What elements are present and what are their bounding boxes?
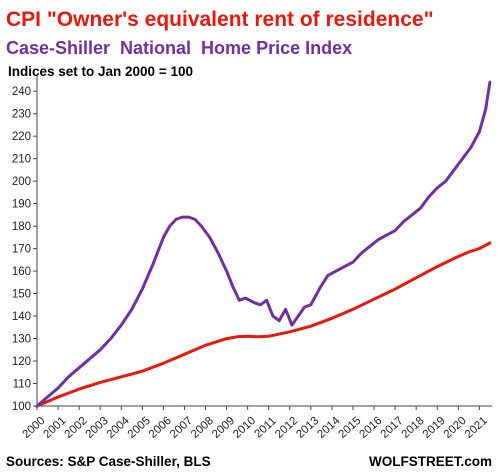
y-tick-label: 220 <box>12 131 31 143</box>
axes <box>36 76 492 407</box>
y-tick-label: 130 <box>12 334 31 346</box>
x-tick-label: 2013 <box>294 415 321 441</box>
y-axis-ticks: 100 110 120 130 140 150 160 170 180 190 200 210 220 2… <box>12 86 37 413</box>
x-axis-ticks: 2000200120022003200420052006200720082009… <box>20 406 490 441</box>
x-tick-label: 2017 <box>379 415 406 441</box>
x-tick-label: 2002 <box>63 415 90 441</box>
y-tick-label: 180 <box>12 221 31 233</box>
chart-subtitle: Case-Shiller National Home Price Index <box>6 38 352 58</box>
x-tick-label: 2018 <box>400 415 427 441</box>
x-tick-label: 2021 <box>463 415 490 441</box>
y-tick-label: 240 <box>12 86 31 98</box>
x-tick-label: 2012 <box>273 415 300 441</box>
y-tick-label: 150 <box>12 289 31 301</box>
x-tick-label: 2005 <box>126 415 153 441</box>
x-tick-label: 2008 <box>189 415 216 441</box>
y-tick-label: 160 <box>12 266 31 278</box>
y-tick-label: 190 <box>12 199 31 211</box>
watermark: WOLFSTREET.com <box>369 454 492 469</box>
y-tick-label: 140 <box>12 311 31 323</box>
x-tick-label: 2014 <box>315 414 342 440</box>
chart-title: CPI "Owner's equivalent rent of residenc… <box>6 8 434 31</box>
x-tick-label: 2016 <box>358 415 385 441</box>
source-note: Sources: S&P Case-Shiller, BLS <box>6 454 211 469</box>
y-tick-label: 230 <box>12 109 31 121</box>
y-tick-label: 120 <box>12 356 31 368</box>
y-tick-label: 200 <box>12 176 31 188</box>
x-tick-label: 2004 <box>105 414 132 440</box>
x-tick-label: 2001 <box>42 415 69 441</box>
y-tick-label: 100 <box>12 401 31 413</box>
y-tick-label: 210 <box>12 154 31 166</box>
case-shiller-line <box>35 80 492 408</box>
x-tick-label: 2011 <box>253 415 279 440</box>
x-tick-label: 2009 <box>210 415 237 441</box>
x-tick-label: 2020 <box>442 415 469 441</box>
x-tick-label: 2010 <box>231 415 258 441</box>
y-tick-label: 110 <box>13 379 31 391</box>
cpi-oer-line <box>35 241 492 408</box>
series-lines <box>35 80 492 408</box>
y-tick-label: 170 <box>12 244 31 256</box>
x-tick-label: 2015 <box>336 415 363 441</box>
x-tick-label: 2006 <box>147 415 174 441</box>
x-tick-label: 2000 <box>20 415 47 441</box>
chart-note: Indices set to Jan 2000 = 100 <box>8 64 193 79</box>
x-tick-label: 2019 <box>421 415 448 441</box>
x-tick-label: 2007 <box>168 415 195 441</box>
x-tick-label: 2003 <box>84 415 111 441</box>
